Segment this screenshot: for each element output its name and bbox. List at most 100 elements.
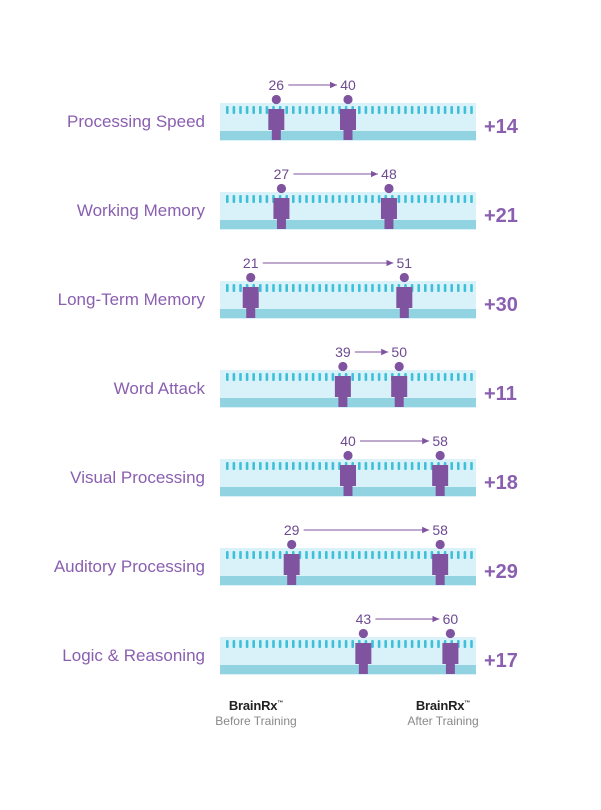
track-tick: [457, 106, 460, 114]
track-tick: [338, 551, 341, 559]
result-row: Logic & Reasoning 43 60 +17: [62, 611, 518, 675]
track-tick: [259, 195, 262, 203]
track-tick: [424, 106, 427, 114]
track-tick: [463, 462, 467, 470]
track-tick: [417, 106, 420, 114]
track-tick: [285, 462, 288, 470]
track-tick: [285, 640, 288, 648]
after-value: 48: [381, 166, 397, 182]
track-tick: [364, 284, 368, 292]
result-row: Visual Processing 40 58 +18: [70, 433, 518, 497]
track-tick: [437, 195, 440, 203]
track-tick: [325, 373, 328, 381]
before-value: 40: [340, 433, 356, 449]
track-tick: [391, 106, 394, 114]
track-tick: [259, 551, 262, 559]
track-tick: [292, 195, 295, 203]
track-tick: [397, 106, 401, 114]
track-tick: [470, 551, 473, 559]
track-tick: [443, 195, 447, 203]
after-value: 40: [340, 77, 356, 93]
gain-value: +14: [484, 116, 519, 138]
track-tick: [272, 551, 275, 559]
track-tick: [298, 462, 302, 470]
track-tick: [252, 106, 255, 114]
track-tick: [252, 195, 255, 203]
track-tick: [377, 462, 381, 470]
gain-value: +29: [484, 561, 518, 583]
track-tick: [278, 284, 282, 292]
track-tick: [338, 195, 341, 203]
chart-rows: Processing Speed 26 40 +14 Working Memory 27 4…: [54, 77, 519, 675]
person-body: [432, 465, 449, 496]
track-tick: [311, 106, 315, 114]
track-tick: [239, 284, 242, 292]
track-tick: [424, 551, 427, 559]
track-tick: [470, 373, 473, 381]
track-tick: [325, 195, 328, 203]
track-ticks: [226, 106, 473, 114]
track-tick: [430, 195, 434, 203]
track-tick: [265, 106, 269, 114]
track-tick: [351, 551, 354, 559]
track-tick: [298, 373, 302, 381]
before-person-icon: [273, 183, 290, 229]
track-tick: [245, 106, 249, 114]
track-tick: [358, 284, 361, 292]
track-stripe: [220, 576, 476, 585]
track-tick: [292, 640, 295, 648]
track-tick: [384, 462, 387, 470]
before-person-icon: [283, 539, 300, 585]
person-body: [432, 554, 449, 585]
person-body: [391, 376, 408, 407]
track-tick: [437, 640, 440, 648]
track-tick: [305, 373, 308, 381]
track-tick: [292, 462, 295, 470]
track-tick: [417, 462, 420, 470]
track-tick: [470, 195, 473, 203]
track-tick: [397, 195, 401, 203]
after-value: 50: [391, 344, 407, 360]
track-tick: [384, 284, 387, 292]
track-stripe: [220, 220, 476, 229]
track-tick: [298, 640, 302, 648]
track-tick: [331, 640, 335, 648]
track-tick: [463, 106, 467, 114]
track-tick: [443, 284, 447, 292]
track-tick: [331, 551, 335, 559]
track-tick: [239, 195, 242, 203]
person-body: [268, 109, 285, 140]
track-tick: [226, 462, 229, 470]
before-person-icon: [340, 450, 356, 496]
row-label: Visual Processing: [70, 468, 205, 487]
track-tick: [358, 106, 361, 114]
after-person-icon: [391, 361, 408, 407]
track-tick: [226, 373, 229, 381]
track-tick: [463, 373, 467, 381]
track-stripe: [220, 309, 476, 318]
track-tick: [232, 373, 236, 381]
track-tick: [371, 106, 374, 114]
person-head: [358, 628, 368, 639]
track-tick: [232, 195, 236, 203]
track-tick: [470, 284, 473, 292]
track-tick: [318, 106, 321, 114]
before-value: 29: [284, 522, 300, 538]
track-tick: [424, 373, 427, 381]
track-tick: [292, 373, 295, 381]
track-tick: [272, 640, 275, 648]
before-person-icon: [242, 272, 259, 318]
track-tick: [272, 462, 275, 470]
gain-value: +18: [484, 472, 518, 494]
track-tick: [404, 195, 407, 203]
track-tick: [298, 195, 302, 203]
track-tick: [410, 106, 414, 114]
gain-value: +30: [484, 294, 518, 316]
track-tick: [397, 551, 401, 559]
track-tick: [278, 373, 282, 381]
track-tick: [430, 284, 434, 292]
track-tick: [265, 284, 269, 292]
track-tick: [443, 373, 447, 381]
track-tick: [371, 551, 374, 559]
track-tick: [292, 106, 295, 114]
